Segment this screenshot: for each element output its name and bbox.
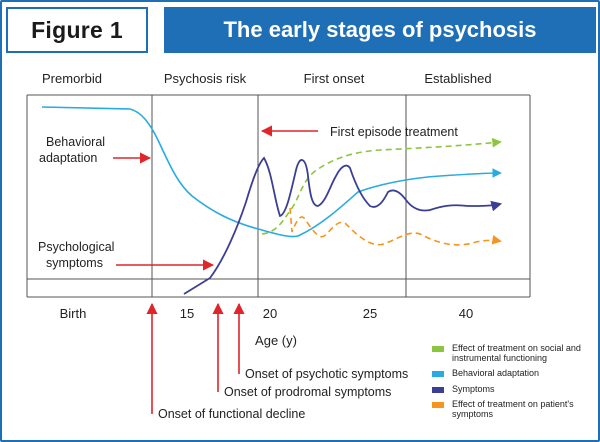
legend-item-3-line2: symptoms	[452, 409, 494, 419]
annot-onset-decline: Onset of functional decline	[158, 407, 305, 421]
annot-psych-line2: symptoms	[46, 256, 103, 270]
legend: Effect of treatment on social and instru…	[432, 343, 581, 419]
legend-item-0-line1: Effect of treatment on social and	[452, 343, 581, 353]
legend-item-1-line1: Behavioral adaptation	[452, 368, 539, 378]
annot-onset-psychotic: Onset of psychotic symptoms	[245, 367, 408, 381]
curve-symptoms	[183, 156, 503, 295]
annot-behavioral-line2: adaptation	[39, 151, 97, 165]
legend-item-0-line2: instrumental functioning	[452, 353, 547, 363]
figure-label: Figure 1	[6, 7, 148, 53]
tick-15: 15	[180, 306, 194, 321]
plot-grid	[26, 94, 531, 298]
legend-green-swatch-icon	[432, 346, 444, 352]
x-axis-label: Age (y)	[255, 333, 297, 348]
annot-onset-prodromal: Onset of prodromal symptoms	[224, 385, 391, 399]
curve-treatment-symptoms	[289, 207, 502, 246]
annot-first-episode: First episode treatment	[330, 125, 458, 139]
figure-title: The early stages of psychosis	[164, 7, 596, 53]
stage-first-onset: First onset	[304, 71, 365, 86]
tick-20: 20	[263, 306, 277, 321]
stage-psychosis-risk: Psychosis risk	[164, 71, 247, 86]
stage-established: Established	[424, 71, 491, 86]
annot-behavioral-line1: Behavioral	[46, 135, 105, 149]
tick-40: 40	[459, 306, 473, 321]
figure-header: Figure 1 The early stages of psychosis	[0, 0, 600, 54]
annot-psych-line1: Psychological	[38, 240, 114, 254]
tick-birth: Birth	[60, 306, 87, 321]
legend-cyan-swatch-icon	[432, 371, 444, 377]
legend-orange-swatch-icon	[432, 402, 444, 408]
curve-behavioral-adaptation	[41, 106, 502, 238]
stage-premorbid: Premorbid	[42, 71, 102, 86]
legend-navy-swatch-icon	[432, 387, 444, 393]
curve-treatment-social	[261, 137, 502, 235]
tick-25: 25	[363, 306, 377, 321]
legend-item-3-line1: Effect of treatment on patient's	[452, 399, 574, 409]
legend-item-2-line1: Symptoms	[452, 384, 495, 394]
